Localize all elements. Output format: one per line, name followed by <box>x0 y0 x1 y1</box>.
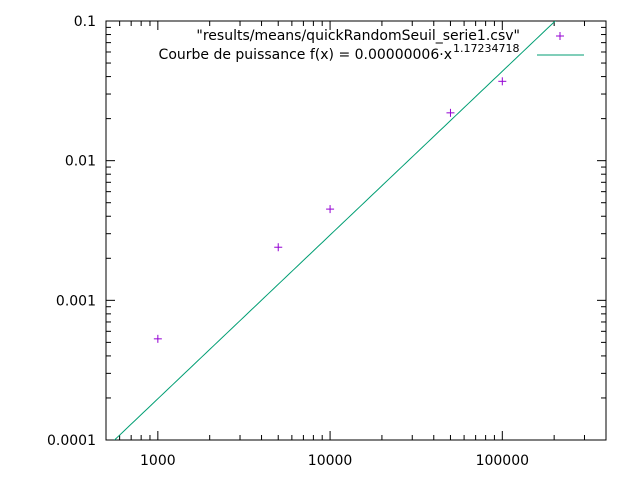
power-fit-line <box>113 21 556 440</box>
data-point <box>274 243 283 252</box>
y-tick-label: 0.1 <box>74 14 96 30</box>
y-tick-label: 0.01 <box>65 154 96 170</box>
series-layer <box>113 21 556 440</box>
x-tick-label: 1000 <box>140 453 176 469</box>
legend-marker-plus <box>556 32 564 40</box>
legend-label-power-fit: Courbe de puissance f(x) = 0.00000006·x <box>159 47 452 63</box>
data-point <box>446 108 455 117</box>
legend-fit-formula: Courbe de puissance f(x) = 0.00000006·x <box>159 47 452 63</box>
x-tick-label: 100000 <box>476 453 529 469</box>
legend-fit-exponent: 1.17234718 <box>453 42 519 55</box>
x-tick-label: 10000 <box>308 453 353 469</box>
data-point <box>153 334 162 343</box>
y-tick-label: 0.0001 <box>47 433 96 449</box>
plot-border <box>105 20 607 441</box>
y-tick-label: 0.001 <box>56 293 96 309</box>
legend: "results/means/quickRandomSeuil_serie1.c… <box>159 28 584 63</box>
legend-label-data-series: "results/means/quickRandomSeuil_serie1.c… <box>196 28 520 44</box>
data-point <box>498 77 507 86</box>
y-axis: 0.0001 0.001 0.01 0.1 <box>47 14 606 449</box>
x-axis: 1000 10000 100000 <box>105 21 607 469</box>
data-point <box>326 205 335 214</box>
plot-frame <box>105 20 607 441</box>
